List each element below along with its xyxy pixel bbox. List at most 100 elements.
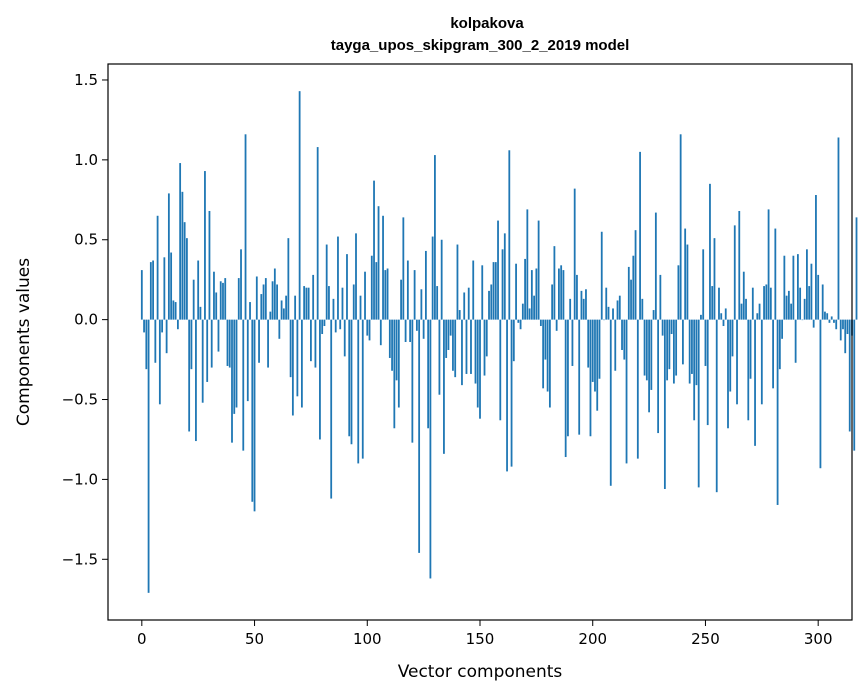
bar — [695, 319, 698, 386]
bar — [386, 268, 389, 320]
x-tick-label: 0 — [137, 630, 147, 648]
bar — [339, 319, 342, 330]
bar — [670, 319, 673, 335]
bar — [163, 257, 166, 320]
bar — [603, 319, 605, 321]
bar — [409, 319, 412, 342]
bar — [576, 274, 578, 320]
bar — [463, 292, 466, 320]
bar — [837, 137, 840, 320]
bar — [332, 298, 335, 320]
bar — [679, 134, 682, 320]
bar — [165, 319, 168, 354]
bar — [186, 238, 188, 320]
bar — [844, 319, 847, 354]
bar — [355, 233, 357, 320]
bar — [242, 319, 245, 451]
y-tick-label: 0.5 — [74, 231, 98, 249]
bar — [645, 319, 648, 381]
bar — [591, 319, 594, 382]
bar — [264, 278, 267, 320]
bar — [537, 220, 540, 320]
bar — [424, 250, 427, 320]
bar — [533, 295, 536, 320]
bar — [375, 262, 378, 320]
bar — [282, 308, 285, 320]
bar — [217, 319, 220, 352]
bar — [742, 271, 745, 320]
bar — [454, 319, 457, 378]
bar — [325, 244, 328, 320]
bar — [467, 287, 470, 320]
bar — [654, 212, 657, 320]
bar — [149, 262, 152, 320]
bar — [506, 319, 508, 472]
bar — [337, 236, 339, 320]
bar — [627, 266, 630, 320]
y-tick-label: −1.0 — [62, 470, 98, 488]
bar — [855, 217, 858, 320]
bar — [519, 319, 522, 330]
bar — [384, 270, 387, 320]
bar — [246, 319, 249, 402]
bar — [294, 295, 297, 320]
bar — [754, 319, 756, 446]
bar — [749, 319, 752, 379]
bar — [745, 298, 747, 320]
bar — [524, 258, 526, 320]
bar — [740, 303, 743, 320]
bar — [258, 319, 260, 363]
bar-series — [140, 91, 858, 593]
bar — [697, 319, 700, 488]
bar — [366, 319, 369, 336]
bar — [352, 284, 355, 320]
bar — [195, 319, 197, 442]
y-tick-label: −1.5 — [62, 550, 98, 568]
bar — [472, 260, 475, 320]
bar — [652, 310, 655, 320]
bar — [458, 310, 461, 320]
bar — [348, 319, 351, 437]
bar — [307, 287, 310, 320]
bar — [731, 319, 734, 357]
bar — [190, 319, 193, 370]
bar — [607, 306, 610, 320]
bar — [192, 279, 195, 320]
bar — [411, 319, 414, 443]
bar — [675, 319, 678, 376]
bar — [161, 319, 164, 333]
bar — [447, 319, 450, 350]
bar — [571, 319, 574, 366]
bar — [630, 279, 632, 320]
bar — [794, 319, 797, 363]
bar — [605, 287, 608, 320]
bar — [147, 319, 150, 593]
bar — [636, 319, 639, 459]
bar — [521, 303, 524, 320]
bar — [461, 319, 463, 386]
bar — [722, 319, 725, 327]
bar — [154, 319, 157, 363]
bar — [666, 319, 669, 381]
bar — [648, 319, 650, 413]
bar — [643, 319, 646, 376]
bar — [835, 319, 838, 330]
bar — [158, 319, 161, 405]
bar — [291, 319, 294, 416]
bar — [623, 319, 626, 360]
bar — [558, 268, 560, 320]
bar — [799, 287, 802, 320]
bar — [499, 319, 502, 421]
bar — [769, 287, 772, 320]
bar — [346, 254, 348, 320]
bar — [402, 217, 405, 320]
bar — [174, 302, 177, 320]
bar — [625, 319, 628, 464]
bar — [280, 300, 283, 320]
bar — [767, 209, 770, 320]
bar — [395, 319, 398, 381]
chart-subtitle: tayga_upos_skipgram_300_2_2019 model — [331, 37, 630, 54]
bar — [152, 260, 154, 320]
bar — [253, 319, 256, 512]
bar — [438, 319, 441, 395]
